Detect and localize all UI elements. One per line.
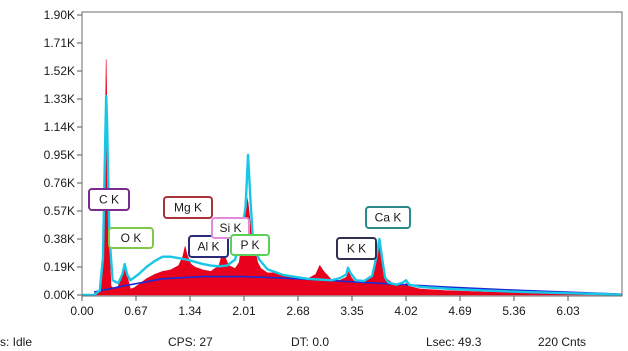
x-tick-label: 3.35 <box>340 304 364 318</box>
y-tick-label: 0.38K <box>44 232 75 246</box>
status-bar: s: Idle CPS: 27 DT: 0.0 Lsec: 49.3 220 C… <box>0 326 628 351</box>
y-tick-label: 1.52K <box>44 64 75 78</box>
y-tick-label: 0.76K <box>44 176 75 190</box>
spectrum-series <box>82 59 623 297</box>
peak-label-frame <box>163 196 213 219</box>
peak-label-text: K K <box>347 242 366 256</box>
background-baseline-line <box>93 275 623 296</box>
peak-label-text: Ca K <box>375 211 402 225</box>
peak-annotations: C K O K Mg K Al KSi K P K K K Ca K <box>88 188 411 260</box>
x-tick-label: 4.02 <box>394 304 418 318</box>
peak-label-text: P K <box>240 238 259 252</box>
x-axis-ticks: 0.00 0.67 1.34 2.01 2.68 3.35 4.02 4.69 5.36 6.03 <box>70 296 580 318</box>
y-tick-label: 0.57K <box>44 204 75 218</box>
fitted-spectrum-line <box>82 94 623 297</box>
y-tick-label: 0.19K <box>44 260 75 274</box>
status-state: s: Idle <box>0 335 33 349</box>
peak-label-box: K K <box>336 237 377 260</box>
peak-label-box: Ca K <box>365 206 411 229</box>
x-tick-label: 5.36 <box>502 304 526 318</box>
y-tick-label: 1.33K <box>44 92 75 106</box>
y-tick-label: 1.14K <box>44 120 75 134</box>
status-live-seconds: Lsec: 49.3 <box>426 335 482 349</box>
peak-label-frame <box>188 235 229 258</box>
peak-label-box: P K <box>230 234 270 256</box>
status-cps: CPS: 27 <box>168 335 213 349</box>
peak-label-frame <box>108 227 154 249</box>
y-tick-label: 1.71K <box>44 36 75 50</box>
y-axis-ticks: 1.90K 1.71K 1.52K 1.33K 1.14K 0.95K 0.76K 0.57K… <box>44 8 82 302</box>
x-tick-label: 4.69 <box>448 304 472 318</box>
y-tick-label: 0.00K <box>44 288 75 302</box>
peak-label-text: O K <box>121 231 142 245</box>
peak-label-frame <box>88 188 130 211</box>
x-tick-label: 2.68 <box>286 304 310 318</box>
status-dead-time: DT: 0.0 <box>291 335 330 349</box>
x-tick-label: 6.03 <box>556 304 580 318</box>
x-tick-label: 0.00 <box>70 304 94 318</box>
peak-label-box: Al K <box>188 235 229 258</box>
peak-label-text: C K <box>99 193 119 207</box>
peak-label-frame <box>230 234 270 256</box>
peak-label-box: C K <box>88 188 130 211</box>
plot-frame <box>81 11 623 297</box>
eds-spectrum-chart: 1.90K 1.71K 1.52K 1.33K 1.14K 0.95K 0.76K 0.57K… <box>43 8 623 318</box>
x-tick-label: 2.01 <box>232 304 256 318</box>
peak-label-frame <box>336 237 377 260</box>
peak-label-box: O K <box>108 227 154 249</box>
status-counts: 220 Cnts <box>538 335 587 349</box>
y-tick-label: 1.90K <box>44 8 75 22</box>
peak-label-text: Si K <box>219 221 241 235</box>
peak-label-frame <box>365 206 411 229</box>
x-tick-label: 0.67 <box>124 304 148 318</box>
peak-label-box: Mg K <box>163 196 213 219</box>
x-tick-label: 1.34 <box>178 304 202 318</box>
peak-label-text: Al K <box>197 240 219 254</box>
y-tick-label: 0.95K <box>44 148 75 162</box>
peak-label-text: Mg K <box>174 201 202 215</box>
